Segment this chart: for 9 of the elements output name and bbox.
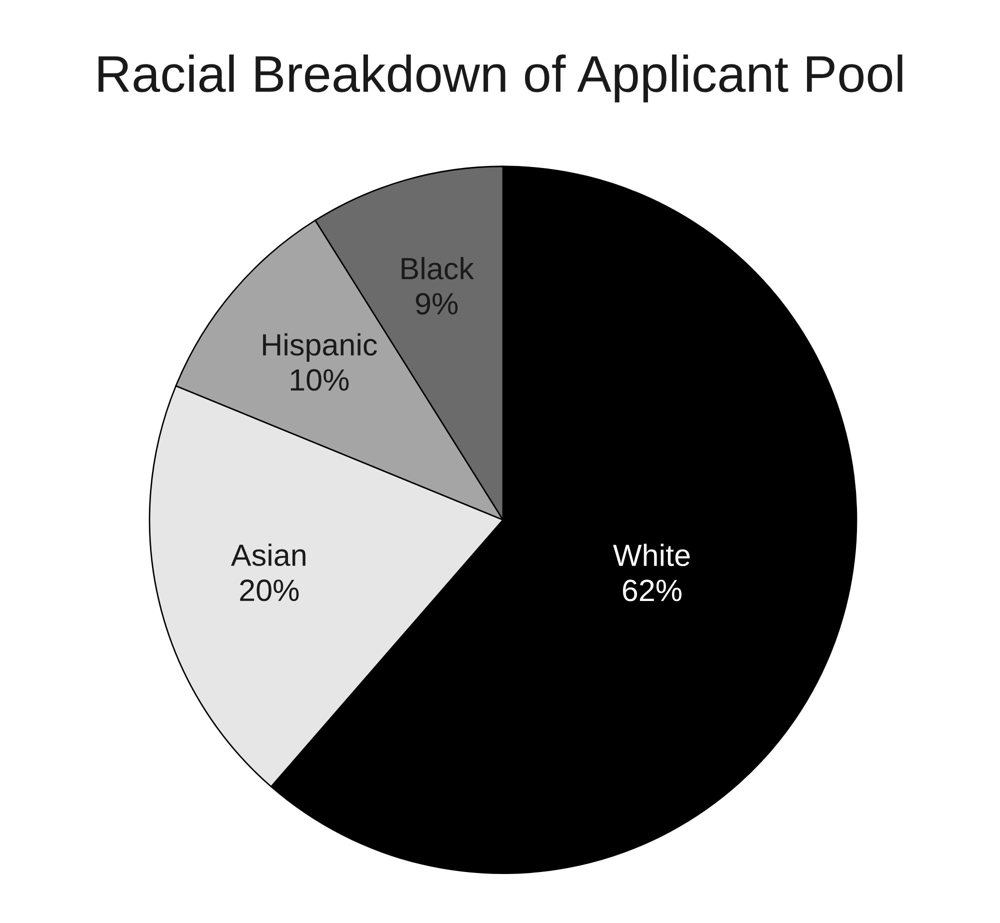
data-label: 10% [290, 369, 349, 391]
slice-label: White [613, 544, 690, 566]
slice-label: Black [402, 257, 474, 280]
slice-label: Asian [231, 544, 306, 566]
data-label: 20% [240, 580, 299, 602]
data-label: 9% [416, 292, 458, 315]
slice-label: Hispanic [263, 333, 377, 362]
data-label: 62% [622, 580, 682, 602]
chart-title: Racial Breakdown of Applicant Pool [98, 54, 902, 102]
